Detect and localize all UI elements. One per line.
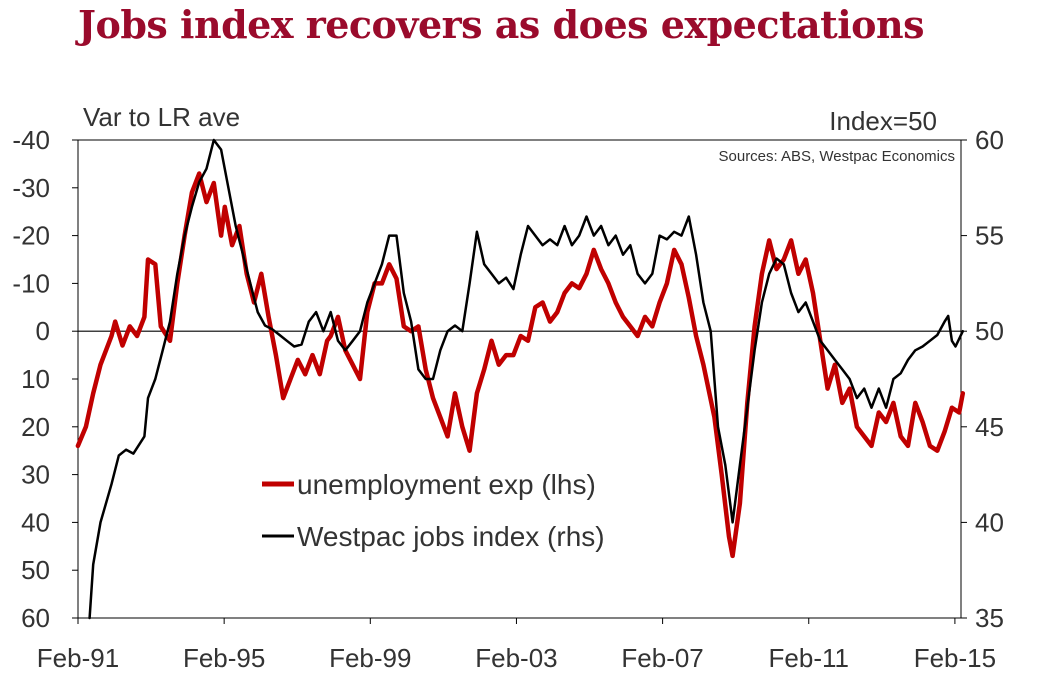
left-tick-label: 60	[21, 603, 50, 633]
left-tick-label: -40	[12, 125, 50, 155]
left-axis-label: Var to LR ave	[83, 102, 240, 132]
chart-title: Jobs index recovers as does expectations	[78, 2, 925, 47]
left-tick-label: 20	[21, 412, 50, 442]
right-tick-label: 60	[975, 125, 1004, 155]
left-tick-label: 10	[21, 364, 50, 394]
legend-label-jobs-index: Westpac jobs index (rhs)	[297, 521, 605, 552]
left-tick-label: 30	[21, 460, 50, 490]
source-note: Sources: ABS, Westpac Economics	[719, 148, 956, 165]
x-tick-label: Feb-03	[475, 643, 557, 673]
left-tick-label: 0	[36, 316, 50, 346]
left-tick-label: -20	[12, 221, 50, 251]
right-tick-label: 45	[975, 412, 1004, 442]
x-tick-label: Feb-95	[183, 643, 265, 673]
right-tick-label: 35	[975, 603, 1004, 633]
series-line-unemployment-exp	[75, 171, 966, 559]
left-tick-label: 40	[21, 507, 50, 537]
series-line-westpac-jobs-index	[88, 138, 965, 620]
right-axis-label: Index=50	[829, 106, 937, 136]
x-tick-label: Feb-11	[769, 643, 849, 673]
left-tick-label: -10	[12, 268, 50, 298]
x-tick-label: Feb-99	[329, 643, 411, 673]
left-tick-label: 50	[21, 555, 50, 585]
legend-label-unemployment: unemployment exp (lhs)	[297, 469, 596, 500]
x-tick-label: Feb-15	[914, 643, 996, 673]
right-tick-label: 40	[975, 507, 1004, 537]
x-tick-label: Feb-07	[621, 643, 703, 673]
left-tick-label: -30	[12, 173, 50, 203]
x-tick-label: Feb-91	[37, 643, 119, 673]
legend: unemployment exp (lhs) Westpac jobs inde…	[262, 469, 605, 552]
right-tick-label: 50	[975, 316, 1004, 346]
right-tick-label: 55	[975, 221, 1004, 251]
